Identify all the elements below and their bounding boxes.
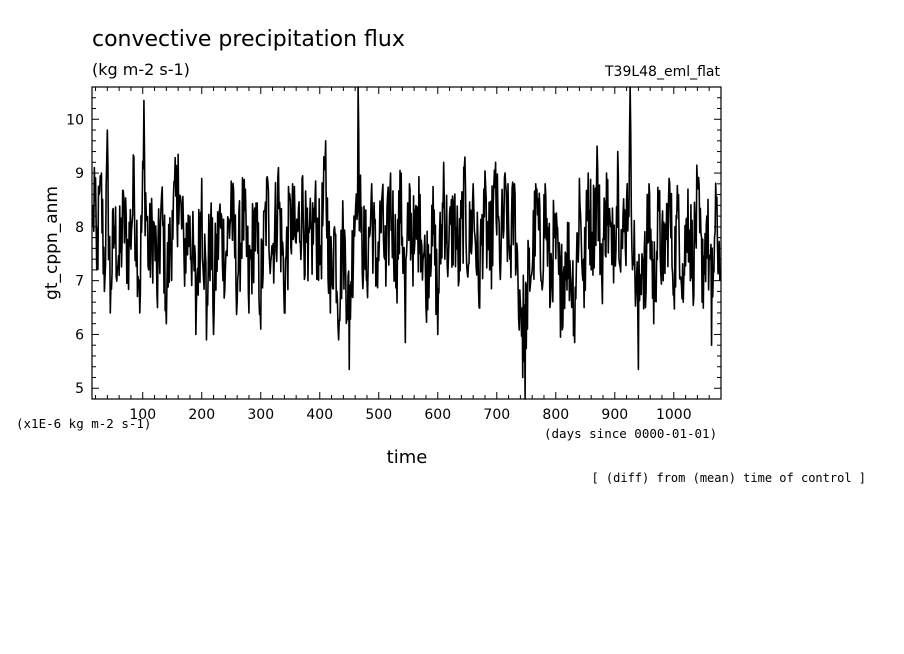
series-line-gt_cppn_anm: [91, 86, 721, 400]
x-units-label: (days since 0000-01-01): [544, 426, 717, 441]
plot-frame: [91, 86, 722, 400]
x-tick-label: 500: [365, 407, 392, 423]
y-tick-label: 8: [75, 220, 84, 236]
x-axis-ticks: 100 200 300 400 500 600 700 800 900 1000: [95, 87, 722, 423]
chart-units: (kg m-2 s-1): [92, 60, 190, 79]
y-axis-ticks: 5 6 7 8 9 10: [66, 86, 721, 400]
y-axis-label: gt_cppn_anm: [42, 186, 62, 300]
x-tick-label: 400: [306, 407, 333, 423]
x-tick-label: 600: [424, 407, 451, 423]
y-tick-label: 7: [75, 274, 84, 290]
y-tick-label: 9: [75, 166, 84, 182]
series-layer: [91, 86, 721, 400]
x-axis-label: time: [387, 447, 428, 468]
experiment-label: T39L48_eml_flat: [604, 64, 721, 80]
x-tick-label: 700: [483, 407, 510, 423]
y-tick-label: 6: [75, 327, 84, 343]
x-tick-label: 300: [247, 407, 274, 423]
x-tick-label: 200: [188, 407, 215, 423]
footnote: [ (diff) from (mean) time of control ]: [591, 471, 866, 485]
y-scale-note: (x1E-6 kg m-2 s-1): [16, 416, 151, 431]
y-tick-label: 5: [75, 381, 84, 397]
y-tick-label: 10: [66, 112, 84, 128]
x-tick-label: 900: [601, 407, 628, 423]
x-tick-label: 1000: [656, 407, 692, 423]
x-tick-label: 800: [542, 407, 569, 423]
x-tick-label: 100: [129, 407, 156, 423]
chart-title: convective precipitation flux: [92, 27, 405, 52]
